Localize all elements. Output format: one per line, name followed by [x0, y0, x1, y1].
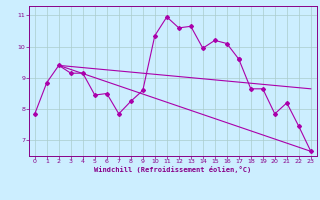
- X-axis label: Windchill (Refroidissement éolien,°C): Windchill (Refroidissement éolien,°C): [94, 166, 252, 173]
